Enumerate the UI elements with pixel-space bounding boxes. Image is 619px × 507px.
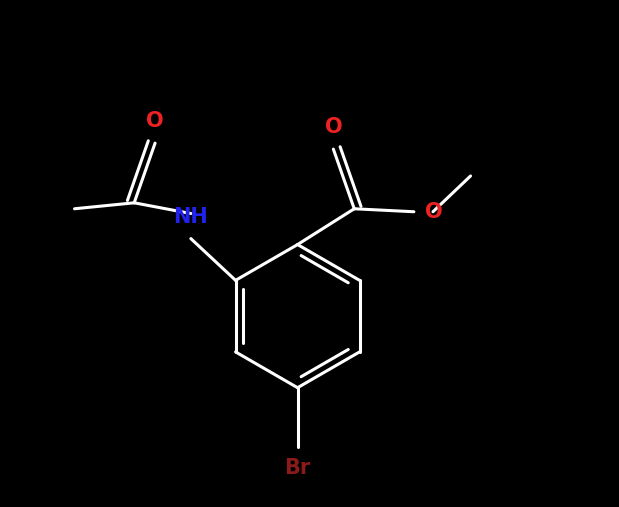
Text: Br: Br	[285, 458, 311, 478]
Text: O: O	[425, 202, 442, 222]
Text: NH: NH	[173, 207, 208, 227]
Text: O: O	[146, 111, 164, 131]
Text: O: O	[324, 117, 342, 137]
